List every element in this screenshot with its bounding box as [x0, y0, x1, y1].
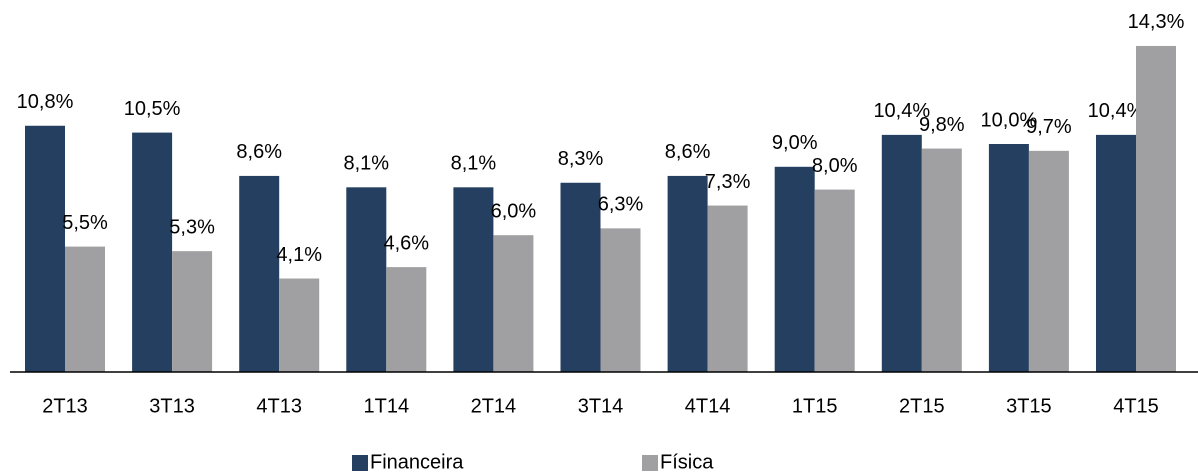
x-tick-label: 3T14 [578, 395, 624, 417]
data-label: 10,0% [981, 109, 1038, 131]
bar [1136, 45, 1176, 373]
data-label: 10,5% [124, 98, 181, 120]
data-label: 8,6% [665, 141, 711, 163]
data-label: 5,3% [169, 216, 215, 238]
bar [172, 251, 213, 372]
data-label: 4,6% [384, 232, 430, 254]
legend-swatch [352, 455, 368, 471]
bar [25, 125, 65, 372]
data-label: 10,4% [1088, 100, 1145, 122]
x-tick-label: 4T15 [1113, 395, 1159, 417]
legend-label: Financeira [370, 451, 464, 472]
data-label: 8,1% [451, 153, 497, 175]
bar [65, 246, 105, 372]
x-tick-label: 3T13 [149, 395, 195, 417]
bar [600, 228, 641, 372]
x-tick-label: 1T14 [364, 395, 410, 417]
bar [493, 235, 534, 372]
data-label: 7,3% [705, 171, 751, 193]
bar [881, 134, 922, 372]
x-tick-label: 2T14 [471, 395, 517, 417]
bar [988, 144, 1029, 372]
data-label: 9,7% [1026, 116, 1072, 138]
x-tick-label: 2T15 [899, 395, 945, 417]
data-label: 10,8% [17, 91, 74, 113]
x-tick-label: 2T13 [42, 395, 88, 417]
bar [346, 187, 387, 372]
legend-label: Física [660, 451, 714, 472]
bar [814, 189, 855, 372]
data-label: 6,0% [491, 200, 537, 222]
x-tick-label: 4T14 [685, 395, 731, 417]
bar [667, 175, 708, 372]
bar [279, 278, 320, 372]
bar [707, 205, 748, 372]
data-label: 8,3% [558, 148, 604, 170]
bar [453, 187, 494, 372]
legend-swatch [642, 455, 658, 471]
bar [239, 175, 280, 372]
data-label: 5,5% [62, 212, 108, 234]
x-tick-label: 1T15 [792, 395, 838, 417]
bar [1096, 134, 1136, 372]
bar [1028, 150, 1069, 372]
bar [386, 267, 427, 372]
data-label: 8,6% [236, 141, 282, 163]
data-label: 8,0% [812, 155, 858, 177]
data-label: 6,3% [598, 194, 644, 216]
data-label: 14,3% [1128, 11, 1185, 33]
x-tick-label: 3T15 [1006, 395, 1052, 417]
data-label: 9,8% [919, 114, 965, 136]
bar [132, 132, 173, 372]
bar [774, 166, 815, 372]
data-label: 8,1% [344, 153, 390, 175]
bar [560, 182, 601, 372]
data-label: 9,0% [772, 132, 818, 154]
data-label: 4,1% [276, 244, 322, 266]
bar [921, 148, 962, 372]
data-label: 10,4% [873, 100, 930, 122]
x-tick-label: 4T13 [256, 395, 302, 417]
